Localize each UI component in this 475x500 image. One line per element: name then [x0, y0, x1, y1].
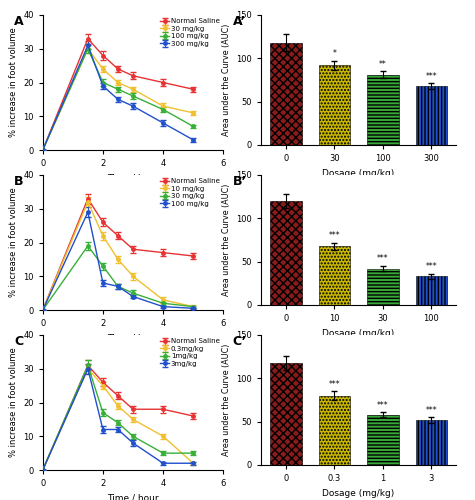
Y-axis label: Area under the Curve (AUC): Area under the Curve (AUC)	[222, 184, 231, 296]
Bar	[367, 75, 399, 145]
X-axis label: Time / hour: Time / hour	[107, 174, 159, 182]
Bar	[270, 42, 302, 145]
Text: A: A	[14, 15, 24, 28]
Y-axis label: Area under the Curve (AUC): Area under the Curve (AUC)	[222, 344, 231, 456]
Text: ***: ***	[426, 262, 437, 271]
Legend: Normal Saline, 30 mg/kg, 100 mg/kg, 300 mg/kg: Normal Saline, 30 mg/kg, 100 mg/kg, 300 …	[159, 17, 221, 48]
X-axis label: Dosage (mg/kg): Dosage (mg/kg)	[323, 328, 395, 338]
Y-axis label: % increase in foot volume: % increase in foot volume	[9, 348, 18, 458]
X-axis label: Time / hour: Time / hour	[107, 334, 159, 342]
Bar	[416, 86, 447, 145]
Bar	[270, 362, 302, 465]
X-axis label: Dosage (mg/kg): Dosage (mg/kg)	[323, 488, 395, 498]
Text: C’: C’	[233, 335, 247, 348]
Bar	[270, 201, 302, 305]
Bar	[319, 246, 350, 305]
Text: ***: ***	[329, 231, 340, 240]
Y-axis label: % increase in foot volume: % increase in foot volume	[9, 188, 18, 298]
Text: ***: ***	[377, 400, 389, 409]
Legend: Normal Saline, 0.3mg/kg, 1mg/kg, 3mg/kg: Normal Saline, 0.3mg/kg, 1mg/kg, 3mg/kg	[159, 337, 221, 368]
Text: ***: ***	[426, 72, 437, 81]
Text: ***: ***	[377, 254, 389, 264]
X-axis label: Dosage (mg/kg): Dosage (mg/kg)	[323, 168, 395, 177]
Bar	[367, 414, 399, 465]
Text: **: **	[379, 60, 387, 68]
Y-axis label: % increase in foot volume: % increase in foot volume	[9, 28, 18, 138]
Text: ***: ***	[426, 406, 437, 414]
Bar	[367, 268, 399, 305]
Y-axis label: Area under the Curve (AUC): Area under the Curve (AUC)	[222, 24, 231, 136]
Text: C: C	[14, 335, 23, 348]
Bar	[416, 276, 447, 305]
Text: *: *	[332, 50, 336, 58]
Text: A’: A’	[233, 15, 246, 28]
Bar	[319, 66, 350, 145]
Text: ***: ***	[329, 380, 340, 388]
Bar	[416, 420, 447, 465]
Legend: Normal Saline, 10 mg/kg, 30 mg/kg, 100 mg/kg: Normal Saline, 10 mg/kg, 30 mg/kg, 100 m…	[159, 177, 221, 208]
Text: B: B	[14, 175, 24, 188]
Bar	[319, 396, 350, 465]
Text: B’: B’	[233, 175, 247, 188]
X-axis label: Time / hour: Time / hour	[107, 494, 159, 500]
